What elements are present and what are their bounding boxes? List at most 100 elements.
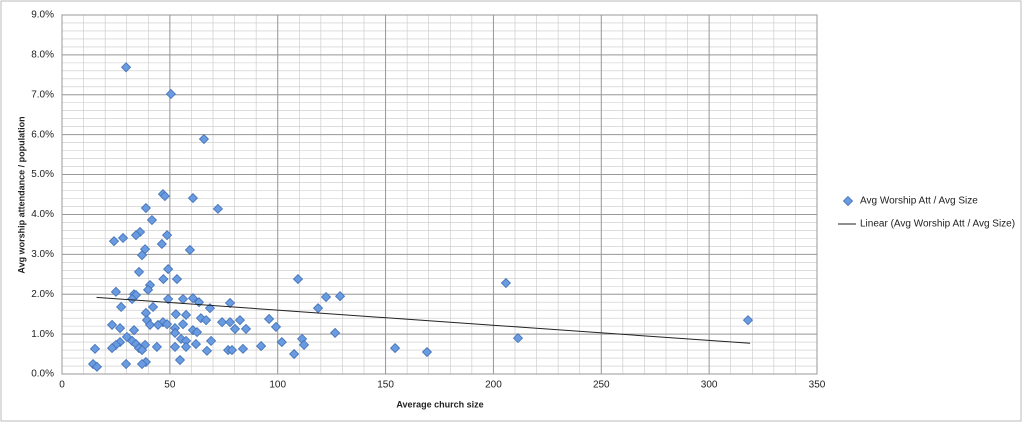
point [180,309,192,321]
point [114,323,126,334]
point [121,358,132,370]
point [224,317,236,328]
point [198,133,210,145]
x-axis-title: Average church size [396,399,483,409]
point [237,343,249,354]
point [158,273,169,285]
point [151,341,162,352]
point [500,277,512,289]
point [201,315,212,326]
point [276,337,287,348]
point [128,325,140,336]
x-tick-label: 50 [164,380,176,391]
point [117,232,129,244]
point [184,244,195,256]
point [106,343,118,354]
point [174,354,186,366]
point [190,339,202,350]
point [161,319,173,330]
point [136,345,148,356]
point [195,313,206,324]
point [187,293,199,304]
y-tick-label: 8.0% [31,50,54,61]
legend-label: Avg Worship Att / Avg Size [860,196,978,207]
point [240,323,252,334]
x-tick-label: 150 [377,380,394,391]
y-tick-label: 9.0% [31,10,54,21]
point [289,348,300,360]
y-tick-label: 7.0% [31,89,54,100]
point [191,327,203,338]
point [171,273,183,285]
point [136,358,148,370]
point [110,286,121,297]
point [161,230,173,241]
legend-label: Linear (Avg Worship Att / Avg Size) [860,219,1015,230]
point [204,303,216,314]
y-tick-label: 1.0% [31,329,54,340]
point [114,337,126,348]
x-tick-label: 0 [59,380,65,391]
point [87,358,99,370]
point [187,193,199,204]
point [512,333,524,344]
point [216,317,228,328]
point [163,293,174,305]
trendline [96,296,751,344]
x-tick-label: 350 [809,380,826,391]
point [116,301,127,313]
y-tick-label: 0.0% [31,369,54,380]
point [256,341,267,352]
point [163,264,174,275]
point [330,327,341,338]
y-tick-label: 6.0% [31,129,54,140]
point [205,335,217,346]
point [742,315,754,326]
point [89,343,101,354]
point [234,315,246,326]
point [180,341,192,352]
point [121,62,132,73]
point [229,323,241,334]
point [421,346,433,358]
y-tick-label: 3.0% [31,249,54,260]
legend-marker [842,195,854,207]
point [201,345,213,356]
y-tick-label: 5.0% [31,169,54,180]
point [270,321,282,332]
point [169,327,181,338]
point [212,203,224,214]
point [133,266,145,277]
point [108,236,120,247]
point [334,291,346,302]
x-tick-label: 250 [593,380,610,391]
point [152,319,164,331]
x-tick-label: 100 [269,380,286,391]
point [136,250,148,261]
point [226,345,238,356]
point [143,284,154,295]
point [159,191,170,202]
point [320,291,332,303]
point [224,297,236,309]
point [140,202,151,214]
point [292,273,304,285]
point [146,214,158,226]
y-axis-title: Avg worship attendance / population [16,116,26,273]
point [91,361,103,372]
y-tick-label: 2.0% [31,289,54,300]
y-tick-label: 4.0% [31,209,54,220]
point [147,301,159,313]
point [298,339,310,350]
point [135,226,146,238]
point [170,309,181,320]
x-tick-label: 300 [701,380,718,391]
point [106,319,118,331]
point [127,293,138,305]
point [264,313,275,325]
point [130,230,142,241]
point [169,341,181,352]
point [144,319,156,331]
plot-area [61,14,818,375]
